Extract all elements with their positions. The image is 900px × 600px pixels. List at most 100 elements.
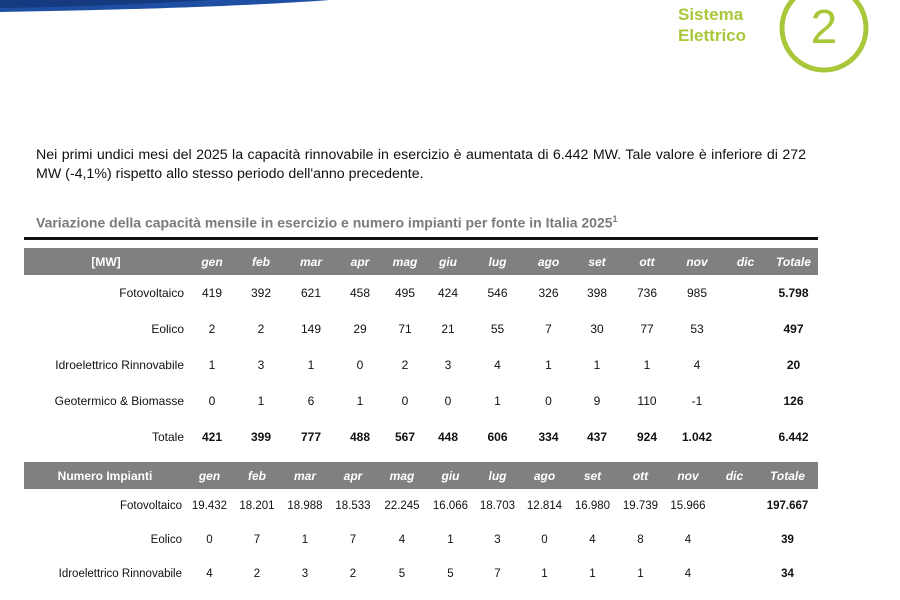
- table-cell: 567: [394, 430, 416, 444]
- row-total: 126: [783, 394, 804, 408]
- table-cell: 18.201: [239, 500, 275, 512]
- table-cell: 4: [494, 358, 501, 372]
- table-cell: 22.245: [384, 500, 420, 512]
- capacity-table: [MW] gen feb mar apr mag giu lug ago set ott nov dic…: [24, 248, 818, 455]
- table-cell: 1: [257, 394, 265, 408]
- table-cell: 4: [684, 568, 692, 580]
- header-cell-set: set: [572, 248, 622, 275]
- table-cell: 419: [201, 286, 223, 300]
- table-row: Eolico 0 7 1 7 4 1 3 0 4 8 4 39: [24, 523, 818, 557]
- table-cell: 621: [300, 286, 322, 300]
- table-cell: 5: [447, 568, 454, 580]
- table-row: Eolico 2 2 149 29 71 21 55 7 30 77 53 497: [24, 311, 818, 347]
- table-cell: 1: [545, 358, 552, 372]
- table-cell: 421: [201, 430, 223, 444]
- table-row: Idroelettrico Rinnovabile 4 2 3 2 5 5 7 1 1 1 4 34: [24, 557, 818, 591]
- table-cell: 77: [640, 322, 654, 336]
- header-cell-feb: feb: [233, 462, 281, 489]
- row-label: Eolico: [151, 322, 184, 336]
- table-cell: [722, 383, 769, 419]
- table-cell: 7: [494, 568, 501, 580]
- table-cell: 437: [586, 430, 608, 444]
- header-cell-mag: mag: [384, 248, 426, 275]
- table-cell: 15.966: [670, 500, 706, 512]
- table-cell: 0: [444, 394, 452, 408]
- plants-table: Numero Impianti gen feb mar apr mag giu lug ago s…: [24, 462, 818, 591]
- table-cell: 5: [398, 568, 406, 580]
- header-cell-ott: ott: [622, 248, 672, 275]
- table-cell: 29: [353, 322, 367, 336]
- table-cell: 1: [494, 394, 501, 408]
- table-cell: 3: [301, 568, 309, 580]
- table-cell: 458: [349, 286, 371, 300]
- table-cell: 19.432: [191, 500, 228, 512]
- table-cell: 0: [401, 394, 409, 408]
- table-cell: 0: [356, 358, 364, 372]
- row-total: 39: [781, 534, 794, 546]
- table-cell: 4: [693, 358, 701, 372]
- table-cell: 53: [690, 322, 704, 336]
- table-cell: 3: [257, 358, 265, 372]
- header-cell-mar: mar: [286, 248, 336, 275]
- table-cell: 985: [686, 286, 708, 300]
- table-cell: 6: [307, 394, 315, 408]
- table-cell: 21: [441, 322, 455, 336]
- table-cell: 18.533: [335, 500, 371, 512]
- table-cell: 4: [398, 534, 406, 546]
- table-cell: 924: [636, 430, 658, 444]
- header-cell-mar: mar: [281, 462, 329, 489]
- header-cell-totale: Totale: [757, 462, 818, 489]
- table-cell: 1.042: [681, 430, 713, 444]
- table-cell: [722, 275, 769, 311]
- table-cell: 19.739: [622, 500, 659, 512]
- header-cell-dic: dic: [722, 248, 769, 275]
- brand-line-2: Elettrico: [678, 26, 747, 45]
- table-cell: 7: [349, 534, 357, 546]
- table-cell: 777: [300, 430, 322, 444]
- capacity-table-header: [MW] gen feb mar apr mag giu lug ago set ott nov dic…: [24, 248, 818, 275]
- plants-table-header: Numero Impianti gen feb mar apr mag giu lug ago s…: [24, 462, 818, 489]
- section-number-badge: 2: [776, 0, 872, 76]
- table-cell: 736: [636, 286, 658, 300]
- table-cell: 1: [643, 358, 651, 372]
- table-cell: 2: [208, 322, 216, 336]
- table-cell: 488: [349, 430, 371, 444]
- row-label: Fotovoltaico: [119, 286, 184, 300]
- table-cell: 1: [541, 568, 548, 580]
- header-cell-lug: lug: [470, 248, 525, 275]
- table-cell: 4: [206, 568, 213, 580]
- table-row: Geotermico & Biomasse 0 1 6 1 0 0 1 0 9 110 -1 126: [24, 383, 818, 419]
- row-label: Totale: [151, 430, 184, 444]
- table-cell: 71: [398, 322, 412, 336]
- table-cell: 606: [487, 430, 508, 444]
- header-cell-ago: ago: [525, 248, 572, 275]
- table-cell: 1: [447, 534, 454, 546]
- table-cell: 55: [490, 322, 505, 336]
- intro-paragraph: Nei primi undici mesi del 2025 la capaci…: [36, 147, 806, 182]
- table-cell: [722, 419, 769, 455]
- table-cell: [722, 347, 769, 383]
- table-cell: 334: [538, 430, 559, 444]
- row-total: 497: [783, 322, 804, 336]
- header-cell-totale: Totale: [769, 248, 818, 275]
- row-label: Geotermico & Biomasse: [54, 394, 184, 408]
- table-cell: 9: [593, 394, 601, 408]
- header-cell-dic: dic: [712, 462, 757, 489]
- header-cell-gen: gen: [186, 462, 233, 489]
- table-cell: 0: [208, 394, 216, 408]
- table-cell: 110: [637, 394, 657, 408]
- table-cell: 18.988: [287, 500, 323, 512]
- row-total: 5.798: [778, 286, 809, 300]
- table-cell: [712, 489, 757, 523]
- table-cell: 0: [545, 394, 552, 408]
- table-cell: 3: [444, 358, 452, 372]
- table-cell: 448: [437, 430, 459, 444]
- table-cell: 16.980: [574, 500, 611, 512]
- row-total: 6.442: [778, 430, 809, 444]
- table-cell: 18.703: [479, 500, 516, 512]
- table-cell: 1: [637, 568, 644, 580]
- table-cell: 1: [356, 394, 364, 408]
- table-cell: 495: [394, 286, 416, 300]
- table-cell: 16.066: [432, 500, 469, 512]
- table-cell: 7: [545, 322, 552, 336]
